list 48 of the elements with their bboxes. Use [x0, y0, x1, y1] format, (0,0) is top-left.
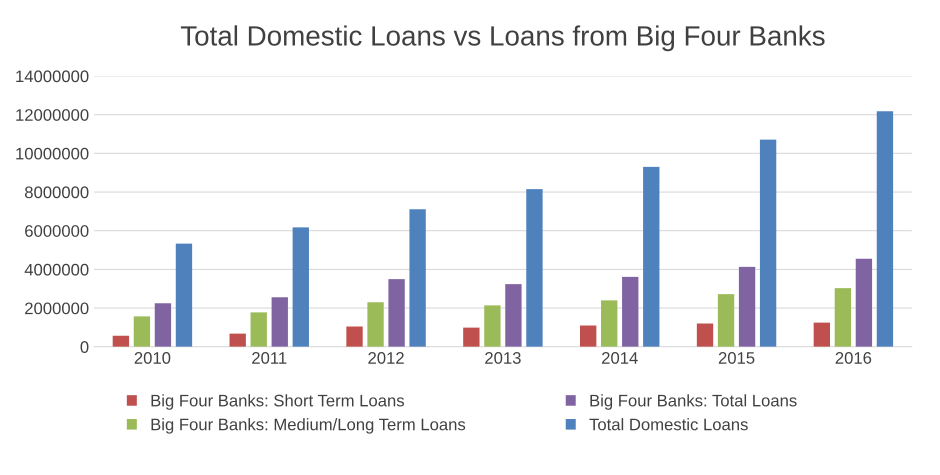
x-tick-label: 2011: [252, 352, 286, 364]
bar: [388, 279, 405, 347]
bar: [112, 336, 130, 347]
bar: [154, 303, 172, 347]
bar: [876, 111, 894, 347]
bar: [760, 140, 776, 347]
y-tick-label: 12000000: [16, 109, 88, 121]
bar: [643, 166, 660, 347]
y-tick-label: 2000000: [25, 302, 88, 314]
y-tick-label: 4000000: [24, 264, 88, 276]
bar: [622, 276, 638, 347]
bar: [346, 326, 363, 347]
bar: [230, 334, 246, 347]
bar: [601, 300, 618, 347]
bar: [409, 209, 426, 347]
x-tick-label: 2013: [485, 352, 521, 364]
x-tick-label: 2012: [368, 352, 404, 364]
bar: [856, 258, 872, 347]
x-tick-label: 2010: [134, 352, 170, 364]
bar: [580, 325, 596, 347]
x-tick-label: 2015: [718, 352, 754, 364]
y-tick-label: 8000000: [24, 186, 88, 198]
legend-label: Total Domestic Loans: [589, 418, 748, 430]
bar: [367, 302, 384, 347]
bar: [176, 244, 192, 347]
bar: [250, 312, 267, 347]
y-tick-label: 14000000: [16, 70, 88, 82]
y-tick-label: 10000000: [16, 148, 88, 160]
chart-title: Total Domestic Loans vs Loans from Big Four Banks: [180, 25, 825, 52]
legend-label: Big Four Banks: Medium/Long Term Loans: [152, 418, 466, 434]
bar: [292, 227, 309, 347]
y-tick-label: 6000000: [25, 225, 88, 237]
x-tick-label: 2014: [602, 352, 638, 364]
bar: [134, 316, 150, 347]
x-tick-label: 2016: [836, 352, 872, 364]
bar: [463, 328, 480, 347]
legend-label: Big Four Banks: Short Term Loans: [152, 394, 404, 410]
bar: [272, 297, 288, 347]
bar: [505, 284, 522, 347]
y-tick-label: 0: [80, 341, 88, 353]
legend-label: Big Four Banks: Total Loans: [590, 394, 797, 410]
bar: [814, 322, 830, 347]
bar: [718, 294, 734, 347]
bar: [834, 288, 852, 347]
bar: [526, 189, 543, 347]
bar: [696, 324, 714, 347]
bar: [484, 305, 501, 347]
bar: [738, 266, 756, 347]
